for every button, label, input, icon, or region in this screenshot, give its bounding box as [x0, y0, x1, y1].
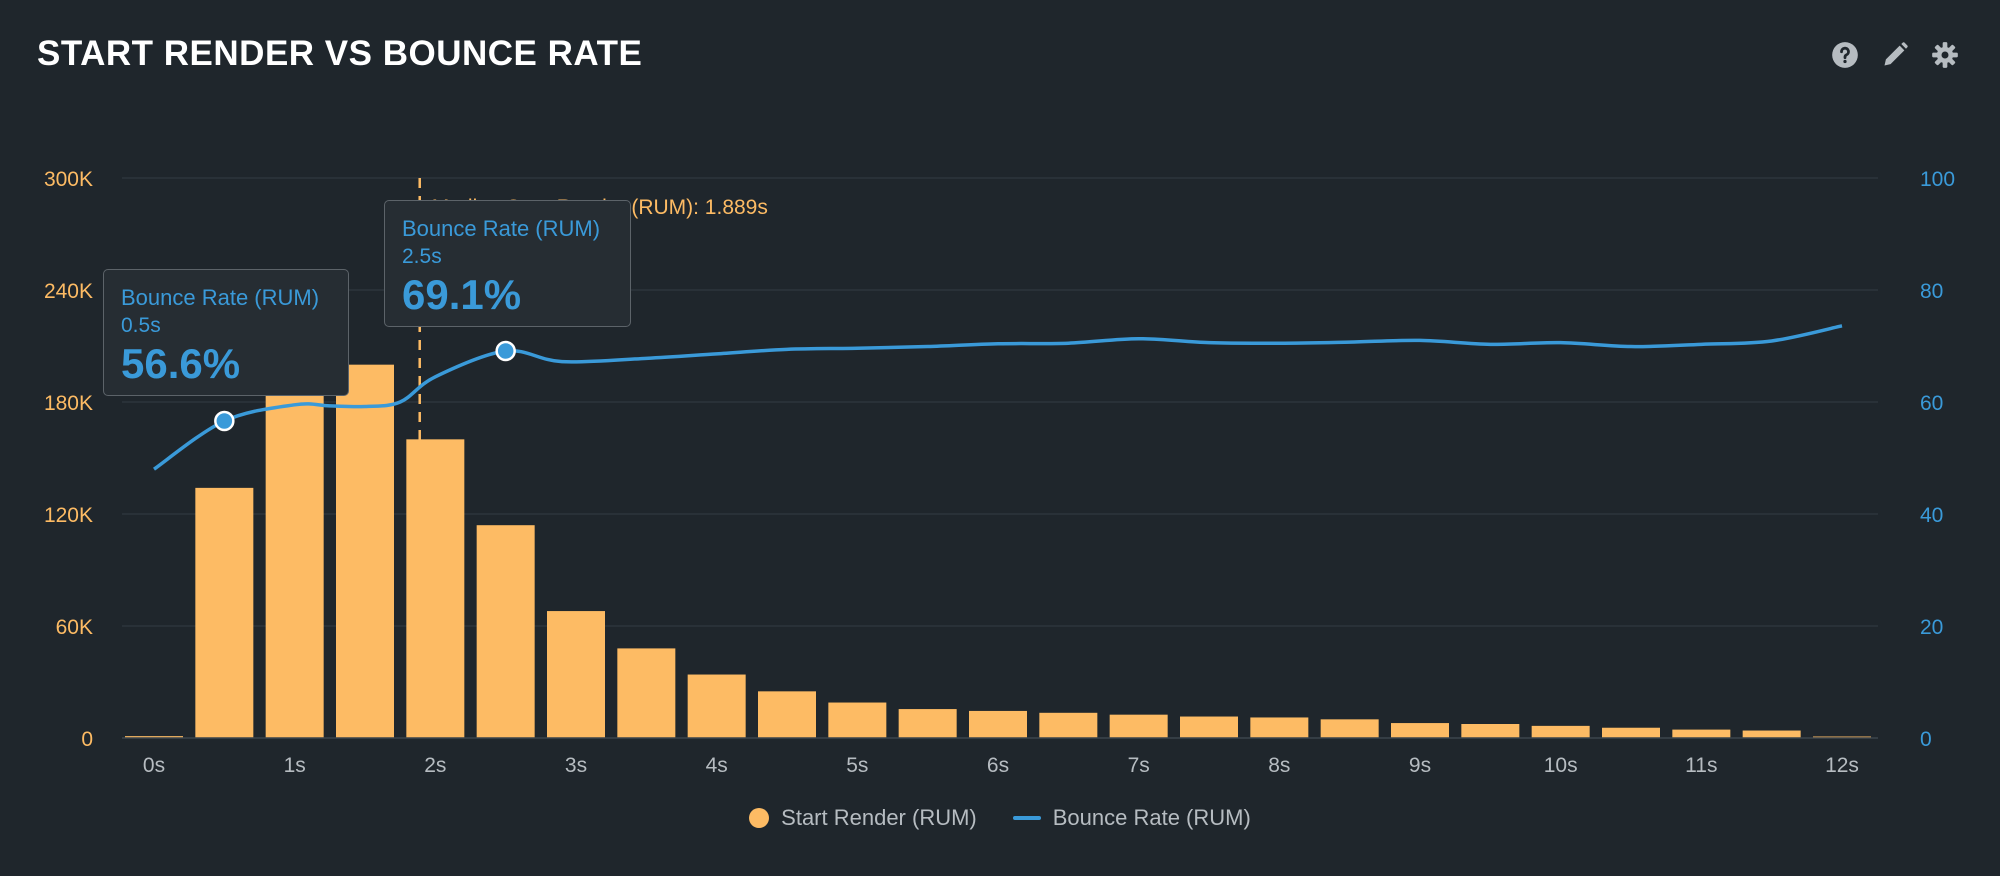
y-right-tick-label: 100 — [1920, 168, 1955, 191]
bar — [617, 648, 676, 738]
x-tick-label: 11s — [1685, 754, 1717, 777]
y-right-tick-label: 0 — [1920, 728, 1932, 751]
line-bounce-rate — [153, 324, 1843, 471]
x-tick-label: 7s — [1128, 754, 1150, 777]
bar — [1742, 730, 1801, 738]
bar — [1391, 723, 1449, 738]
y-left-tick-label: 240K — [44, 280, 93, 303]
legend-line-icon — [1012, 816, 1041, 820]
bar — [336, 364, 394, 738]
bar — [265, 394, 324, 738]
x-tick-label: 6s — [987, 754, 1009, 777]
bar — [687, 674, 746, 738]
bar — [406, 439, 465, 738]
tooltip-bounce-rate-0-5s: Bounce Rate (RUM) 0.5s 56.6% — [103, 269, 349, 396]
x-tick-label: 2s — [424, 754, 446, 777]
bar — [1250, 717, 1309, 738]
bar — [1672, 729, 1731, 738]
y-right-tick-label: 60 — [1920, 392, 1943, 415]
legend-label-start-render: Start Render (RUM) — [781, 805, 977, 830]
bar — [1320, 719, 1379, 738]
legend-item-start-render[interactable]: Start Render (RUM) — [749, 805, 977, 831]
chart-toolbar — [1830, 40, 1960, 70]
edit-icon[interactable] — [1880, 40, 1910, 70]
bar — [828, 702, 887, 738]
bar — [476, 525, 535, 738]
bar — [758, 691, 816, 738]
y-right-tick-label: 40 — [1920, 504, 1943, 527]
chart-legend: Start Render (RUM) Bounce Rate (RUM) — [0, 805, 2000, 831]
chart-title: START RENDER VS BOUNCE RATE — [37, 34, 643, 73]
x-tick-label: 0s — [143, 754, 165, 777]
bar — [1461, 724, 1520, 738]
x-tick-label: 8s — [1268, 754, 1290, 777]
y-left-tick-label: 300K — [44, 168, 93, 191]
highlight-point — [214, 410, 235, 432]
highlight-point — [495, 340, 516, 362]
x-tick-label: 12s — [1825, 754, 1859, 777]
x-tick-label: 9s — [1409, 754, 1431, 777]
help-icon[interactable] — [1830, 40, 1860, 70]
settings-icon[interactable] — [1930, 40, 1960, 70]
bounce-rate-line — [153, 324, 1843, 471]
tooltip-x-label: 2.5s — [402, 245, 442, 268]
x-tick-label: 1s — [284, 754, 306, 777]
x-tick-label: 5s — [846, 754, 868, 777]
legend-item-bounce-rate[interactable]: Bounce Rate (RUM) — [1012, 805, 1251, 831]
tooltip-x-label: 0.5s — [121, 314, 161, 337]
tooltip-series-name: Bounce Rate (RUM) — [402, 216, 601, 241]
bars-start-render — [125, 364, 1871, 739]
y-right-tick-label: 20 — [1920, 616, 1943, 639]
tooltip-value: 69.1% — [402, 271, 522, 318]
x-tick-label: 4s — [706, 754, 728, 777]
tooltip-series-name: Bounce Rate (RUM) — [121, 285, 320, 310]
chart-plot-area: Median Start Render (RUM): 1.889s 0060K2… — [44, 168, 1955, 777]
bar — [1602, 727, 1660, 738]
y-left-tick-label: 120K — [44, 504, 93, 527]
bar — [1109, 714, 1168, 738]
tooltip-value: 56.6% — [121, 340, 241, 387]
legend-dot-icon — [749, 808, 770, 828]
y-left-tick-label: 180K — [44, 392, 93, 415]
x-tick-label: 10s — [1544, 754, 1578, 777]
bar — [898, 709, 957, 738]
x-tick-label: 3s — [565, 754, 587, 777]
bar — [125, 736, 183, 738]
y-left-tick-label: 60K — [56, 616, 93, 639]
bar — [1039, 712, 1098, 738]
bar — [1531, 725, 1590, 738]
tooltip-bounce-rate-2-5s: Bounce Rate (RUM) 2.5s 69.1% — [384, 200, 631, 327]
y-right-tick-label: 80 — [1920, 280, 1943, 303]
bar — [1180, 716, 1238, 738]
axes: 0 0 60K 20 120K 40 180K 60 240K 80 300K 100 0s 1s 2s 3s… — [44, 168, 1955, 777]
y-left-tick-label: 0 — [81, 728, 93, 751]
bar — [547, 611, 605, 738]
bar — [969, 710, 1027, 738]
bar — [195, 487, 254, 738]
legend-label-bounce-rate: Bounce Rate (RUM) — [1052, 805, 1251, 830]
